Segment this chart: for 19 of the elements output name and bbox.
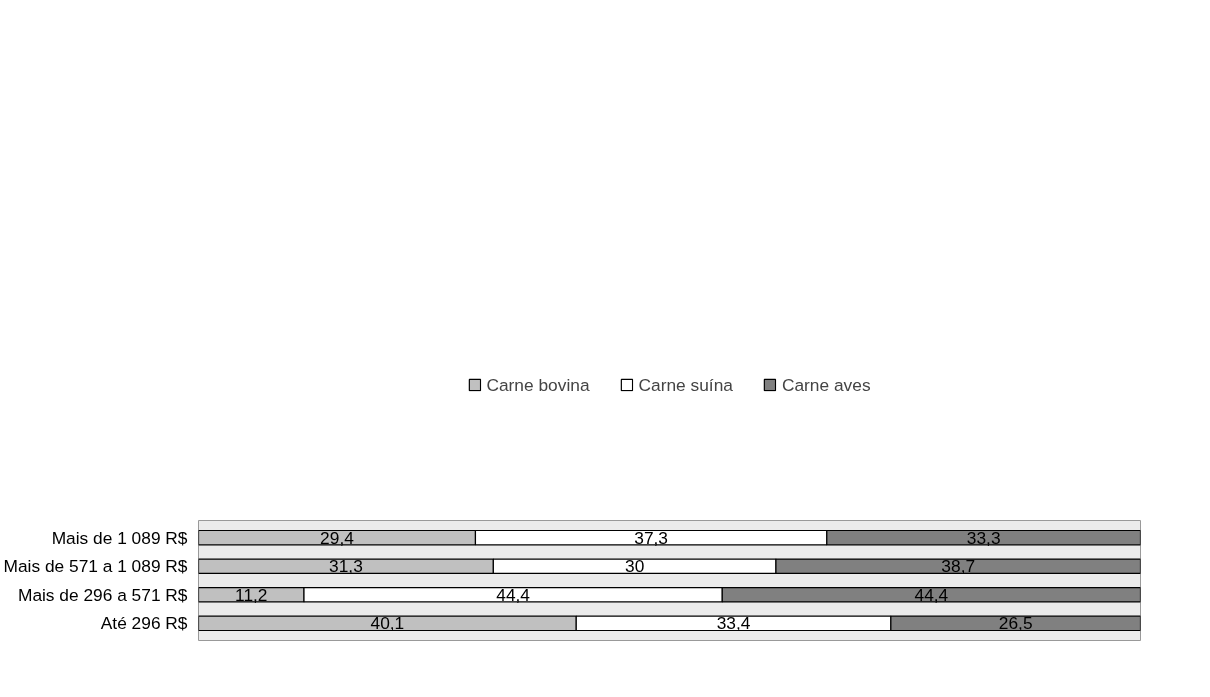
data-label: 40,1: [370, 613, 405, 634]
data-label: 11,2: [235, 584, 268, 605]
data-label: 38,7: [941, 556, 976, 577]
data-label: 37,3: [634, 527, 668, 548]
legend-label: Carne aves: [781, 374, 871, 396]
data-label: 33,3: [966, 527, 1001, 548]
data-label: 44,4: [496, 584, 531, 605]
legend-label: Carne bovina: [486, 374, 590, 396]
y-tick-label: Até 296 R$: [100, 613, 188, 634]
data-label: 33,4: [716, 613, 751, 634]
data-label: 44,4: [914, 584, 949, 605]
data-label: 26,5: [998, 613, 1033, 634]
data-label: 29,4: [320, 527, 355, 548]
y-tick-label: Mais de 1 089 R$: [51, 527, 188, 548]
y-tick-label: Mais de 296 a 571 R$: [17, 584, 188, 605]
data-label: 31,3: [329, 556, 363, 577]
data-label: 30: [625, 556, 645, 577]
y-tick-label: Mais de 571 a 1 089 R$: [3, 556, 188, 577]
legend-label: Carne suína: [638, 374, 733, 396]
